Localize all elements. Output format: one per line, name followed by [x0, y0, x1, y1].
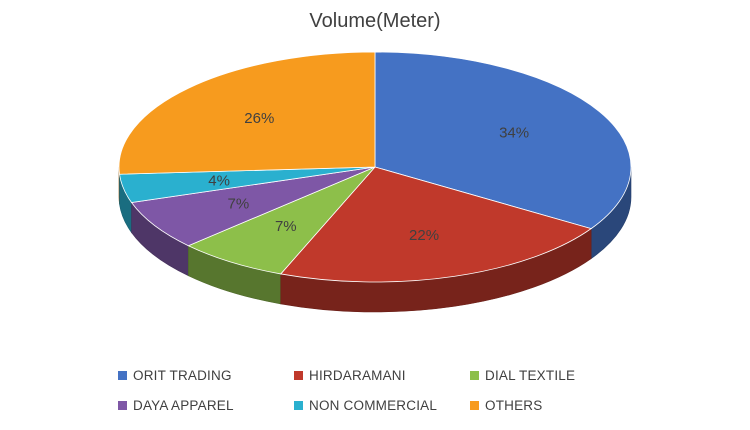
- legend-label: NON COMMERCIAL: [309, 398, 437, 413]
- pie-slice-daya-apparel: [130, 166, 376, 247]
- legend-label: ORIT TRADING: [133, 368, 232, 383]
- pie-slice-labels: 34% 22% 7% 7% 4% 26%: [208, 110, 529, 244]
- legend-swatch: [294, 371, 303, 380]
- legend-item-hirdaramani: HIRDARAMANI: [294, 368, 406, 383]
- legend-swatch: [470, 371, 479, 380]
- legend-item-orit-trading: ORIT TRADING: [118, 368, 232, 383]
- pie-slice-hirdaramani: [279, 166, 593, 283]
- legend-item-non-commercial: NON COMMERCIAL: [294, 398, 437, 413]
- legend-item-others: OTHERS: [470, 398, 542, 413]
- legend-label: DAYA APPAREL: [133, 398, 234, 413]
- legend-swatch: [118, 401, 127, 410]
- slice-label-dial-textile: 7%: [275, 218, 297, 235]
- slice-label-hirdaramani: 22%: [409, 227, 439, 244]
- pie-slice-dial-textile: [187, 166, 376, 275]
- slice-label-others: 26%: [244, 110, 274, 127]
- legend-swatch: [470, 401, 479, 410]
- legend: ORIT TRADING HIRDARAMANI DIAL TEXTILE DAYA …: [118, 368, 575, 413]
- slice-label-daya-apparel: 7%: [228, 195, 250, 212]
- slice-label-non-commercial: 4%: [208, 172, 230, 189]
- legend-label: OTHERS: [485, 398, 542, 413]
- pie-slice-others: [118, 51, 376, 175]
- pie-slice-orit-trading: [374, 51, 632, 230]
- chart-title: Volume(Meter): [309, 10, 440, 32]
- legend-label: HIRDARAMANI: [309, 368, 406, 383]
- slice-label-orit-trading: 34%: [499, 125, 529, 142]
- legend-item-dial-textile: DIAL TEXTILE: [470, 368, 575, 383]
- pie-slices: [118, 51, 632, 313]
- legend-swatch: [118, 371, 127, 380]
- legend-item-daya-apparel: DAYA APPAREL: [118, 398, 234, 413]
- legend-label: DIAL TEXTILE: [485, 368, 575, 383]
- legend-swatch: [294, 401, 303, 410]
